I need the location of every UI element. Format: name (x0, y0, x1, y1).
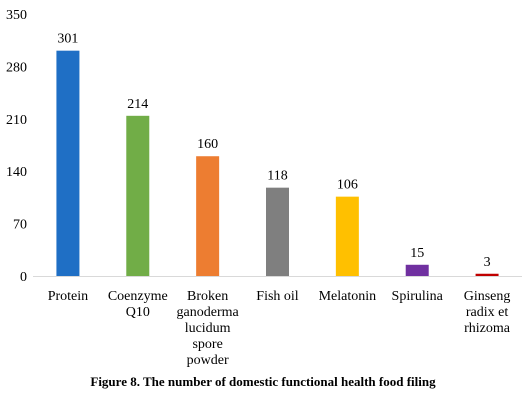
bars (56, 50, 499, 277)
category-label: Coenzyme Q10 (108, 289, 168, 320)
category-label-line: Q10 (126, 305, 150, 320)
category-label-line: rhizoma (464, 321, 511, 336)
bar (56, 50, 80, 277)
bar-data-label: 15 (410, 246, 424, 261)
bar-data-label: 160 (197, 137, 218, 152)
category-label: Fish oil (256, 289, 299, 304)
data-labels: 301 214 160 118 106 15 3 (57, 32, 490, 270)
category-label: Spirulina (392, 289, 444, 304)
bar (196, 156, 220, 276)
category-label: Ginseng radix et rhizoma (464, 289, 511, 336)
category-label-line: Melatonin (319, 289, 377, 304)
category-label-line: Coenzyme (108, 289, 168, 304)
bar-data-label: 106 (337, 178, 358, 193)
category-label-line: Ginseng (464, 289, 511, 304)
bar (266, 187, 289, 276)
category-label-line: radix et (466, 305, 508, 320)
category-label-line: spore (192, 337, 222, 352)
bar (475, 273, 499, 276)
y-tick-label: 280 (6, 60, 27, 75)
bar-data-label: 214 (127, 97, 148, 112)
category-label: Melatonin (319, 289, 377, 304)
category-label-line: Broken (187, 289, 228, 304)
y-tick-label: 210 (6, 113, 27, 128)
bar (405, 264, 429, 276)
category-label-line: Protein (48, 289, 88, 304)
y-tick-label: 70 (13, 218, 27, 233)
category-label-line: powder (187, 353, 229, 368)
bar-data-label: 118 (267, 169, 287, 184)
y-tick-label: 350 (6, 8, 27, 23)
figure-caption: Figure 8. The number of domestic functio… (90, 374, 436, 389)
y-axis-ticks: 0 70 140 210 280 350 (6, 8, 27, 285)
bar (126, 115, 150, 276)
y-tick-label: 140 (6, 165, 27, 180)
y-tick-label: 0 (20, 270, 27, 285)
category-label-line: lucidum (185, 321, 231, 336)
category-label-line: ganoderma (177, 305, 240, 320)
category-label: Broken ganoderma lucidum spore powder (177, 289, 240, 368)
bar (335, 196, 359, 276)
bar-data-label: 301 (57, 32, 78, 47)
category-label-line: Fish oil (256, 289, 299, 304)
category-label: Protein (48, 289, 88, 304)
category-label-line: Spirulina (392, 289, 444, 304)
bar-data-label: 3 (484, 255, 491, 270)
category-labels: Protein Coenzyme Q10 Broken ganoderma lucidum… (48, 289, 511, 368)
